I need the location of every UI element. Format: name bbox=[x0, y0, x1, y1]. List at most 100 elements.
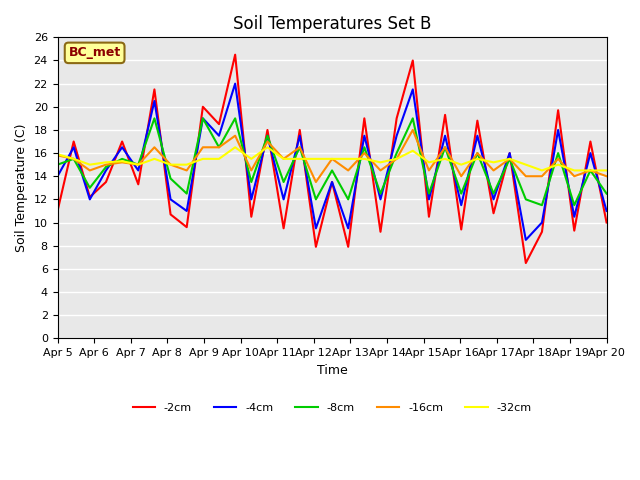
-32cm bbox=[538, 168, 546, 173]
-32cm bbox=[425, 159, 433, 165]
-2cm bbox=[86, 194, 93, 200]
-16cm bbox=[231, 133, 239, 139]
-8cm bbox=[134, 162, 142, 168]
-8cm bbox=[603, 191, 611, 196]
-16cm bbox=[377, 168, 385, 173]
-16cm bbox=[506, 156, 513, 162]
-32cm bbox=[603, 168, 611, 173]
-16cm bbox=[54, 153, 61, 158]
-32cm bbox=[150, 156, 158, 162]
-32cm bbox=[490, 159, 497, 165]
-4cm bbox=[490, 196, 497, 202]
-2cm bbox=[425, 214, 433, 220]
-2cm bbox=[231, 52, 239, 58]
-16cm bbox=[167, 162, 175, 168]
-4cm bbox=[296, 133, 303, 139]
-16cm bbox=[570, 173, 578, 179]
-16cm bbox=[215, 144, 223, 150]
-16cm bbox=[248, 168, 255, 173]
-32cm bbox=[183, 162, 191, 168]
-32cm bbox=[231, 144, 239, 150]
-16cm bbox=[360, 150, 368, 156]
-16cm bbox=[183, 168, 191, 173]
-32cm bbox=[134, 162, 142, 168]
-32cm bbox=[344, 156, 352, 162]
Line: -2cm: -2cm bbox=[58, 55, 607, 263]
-32cm bbox=[248, 156, 255, 162]
-16cm bbox=[522, 173, 530, 179]
-32cm bbox=[102, 159, 110, 165]
-2cm bbox=[248, 214, 255, 220]
Legend: -2cm, -4cm, -8cm, -16cm, -32cm: -2cm, -4cm, -8cm, -16cm, -32cm bbox=[128, 398, 536, 417]
-16cm bbox=[118, 159, 126, 165]
-8cm bbox=[54, 162, 61, 168]
-16cm bbox=[328, 156, 336, 162]
-8cm bbox=[360, 144, 368, 150]
-2cm bbox=[199, 104, 207, 109]
-8cm bbox=[264, 133, 271, 139]
-2cm bbox=[280, 226, 287, 231]
-8cm bbox=[377, 191, 385, 196]
-4cm bbox=[554, 127, 562, 133]
Title: Soil Temperatures Set B: Soil Temperatures Set B bbox=[233, 15, 431, 33]
-4cm bbox=[360, 133, 368, 139]
-32cm bbox=[296, 156, 303, 162]
-4cm bbox=[506, 150, 513, 156]
-32cm bbox=[215, 156, 223, 162]
-2cm bbox=[587, 139, 595, 144]
-4cm bbox=[603, 208, 611, 214]
-4cm bbox=[538, 220, 546, 226]
-8cm bbox=[538, 202, 546, 208]
-2cm bbox=[603, 220, 611, 226]
-4cm bbox=[328, 179, 336, 185]
-2cm bbox=[102, 179, 110, 185]
-32cm bbox=[86, 162, 93, 168]
-8cm bbox=[231, 116, 239, 121]
-2cm bbox=[490, 210, 497, 216]
-32cm bbox=[264, 144, 271, 150]
-8cm bbox=[280, 179, 287, 185]
-4cm bbox=[102, 168, 110, 173]
-8cm bbox=[312, 196, 320, 202]
-8cm bbox=[522, 196, 530, 202]
-2cm bbox=[538, 229, 546, 235]
-2cm bbox=[344, 244, 352, 250]
-4cm bbox=[134, 168, 142, 173]
-16cm bbox=[150, 144, 158, 150]
-2cm bbox=[312, 244, 320, 250]
-16cm bbox=[554, 156, 562, 162]
-16cm bbox=[393, 156, 401, 162]
-8cm bbox=[554, 150, 562, 156]
-16cm bbox=[102, 162, 110, 168]
-8cm bbox=[167, 176, 175, 181]
Line: -16cm: -16cm bbox=[58, 130, 607, 182]
-8cm bbox=[570, 202, 578, 208]
-32cm bbox=[312, 156, 320, 162]
-2cm bbox=[570, 228, 578, 233]
-32cm bbox=[587, 168, 595, 173]
-4cm bbox=[393, 133, 401, 139]
-4cm bbox=[344, 226, 352, 231]
-2cm bbox=[506, 150, 513, 156]
-2cm bbox=[54, 208, 61, 214]
-2cm bbox=[409, 58, 417, 63]
-16cm bbox=[538, 173, 546, 179]
-4cm bbox=[248, 196, 255, 202]
-8cm bbox=[183, 191, 191, 196]
-4cm bbox=[70, 144, 77, 150]
-32cm bbox=[441, 156, 449, 162]
-32cm bbox=[118, 158, 126, 164]
-32cm bbox=[474, 156, 481, 162]
-4cm bbox=[150, 98, 158, 104]
-32cm bbox=[280, 156, 287, 162]
-2cm bbox=[522, 260, 530, 266]
-32cm bbox=[199, 156, 207, 162]
-16cm bbox=[70, 156, 77, 162]
-4cm bbox=[409, 86, 417, 92]
-4cm bbox=[570, 214, 578, 220]
-4cm bbox=[118, 144, 126, 150]
-4cm bbox=[377, 196, 385, 202]
-8cm bbox=[70, 156, 77, 162]
-8cm bbox=[102, 164, 110, 170]
-4cm bbox=[312, 226, 320, 231]
